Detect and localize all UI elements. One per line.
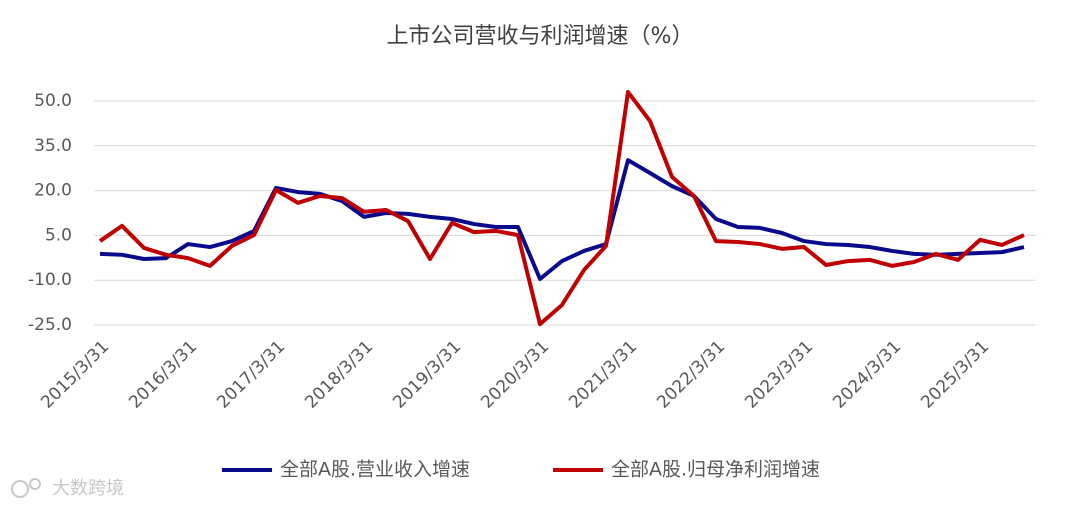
y-tick-label: 5.0	[45, 225, 72, 245]
y-tick-label: 50.0	[34, 91, 72, 111]
x-tick-label: 2023/3/31	[741, 337, 817, 413]
x-tick-label: 2015/3/31	[37, 337, 113, 413]
x-tick-label: 2025/3/31	[917, 337, 993, 413]
chart-title: 上市公司营收与利润增速（%）	[387, 24, 694, 49]
legend-label: 全部A股.营业收入增速	[280, 459, 470, 481]
x-tick-label: 2024/3/31	[829, 337, 905, 413]
series-line	[98, 90, 1025, 327]
x-tick-label: 2017/3/31	[213, 337, 289, 413]
x-tick-label: 2016/3/31	[125, 337, 201, 413]
y-tick-label: 20.0	[34, 181, 72, 201]
y-tick-label: 35.0	[34, 136, 72, 156]
watermark: 大数跨境	[52, 478, 124, 499]
y-tick-label: -25.0	[28, 315, 72, 335]
series-line	[99, 158, 1025, 282]
x-tick-label: 2018/3/31	[301, 337, 377, 413]
x-tick-label: 2019/3/31	[389, 337, 465, 413]
x-tick-label: 2021/3/31	[565, 337, 641, 413]
legend-label: 全部A股.归母净利润增速	[611, 459, 820, 481]
x-tick-label: 2020/3/31	[477, 337, 553, 413]
x-tick-label: 2022/3/31	[653, 337, 729, 413]
y-tick-label: -10.0	[28, 270, 72, 290]
watermark-icon	[11, 478, 41, 498]
